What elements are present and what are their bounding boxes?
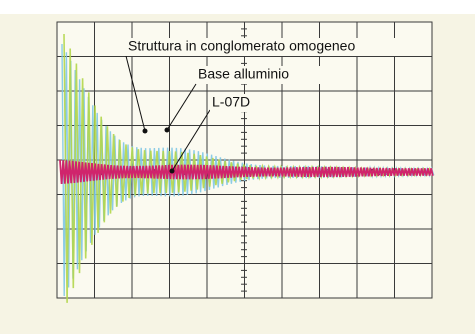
marker-dot (170, 169, 175, 174)
oscillogram: Struttura in conglomerato omogeneo Base … (0, 0, 475, 334)
annotation-label: Base alluminio (198, 66, 289, 82)
annotation-label: Struttura in conglomerato omogeneo (128, 38, 355, 54)
top-band (0, 0, 475, 14)
marker-dot (143, 129, 148, 134)
marker-dot (165, 128, 170, 133)
annotation-label: L-07D (212, 94, 250, 110)
